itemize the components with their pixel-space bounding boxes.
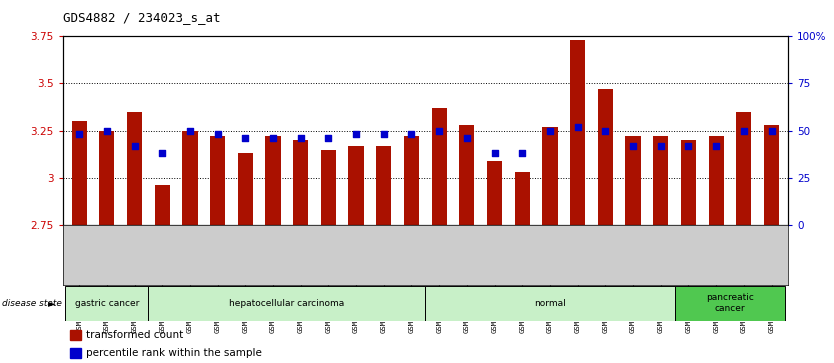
Bar	[238, 153, 253, 225]
Bar	[487, 161, 502, 225]
Point	[100, 128, 113, 134]
Bar	[681, 140, 696, 225]
Text: GDS4882 / 234023_s_at: GDS4882 / 234023_s_at	[63, 11, 220, 24]
Bar	[154, 185, 170, 225]
Point	[681, 143, 695, 149]
Point	[211, 131, 224, 137]
Point	[404, 131, 418, 137]
Bar	[425, 286, 675, 321]
Bar	[70, 348, 81, 358]
Bar	[764, 125, 779, 225]
Bar	[70, 330, 81, 340]
Point	[654, 143, 667, 149]
Point	[349, 131, 363, 137]
Point	[156, 150, 169, 156]
Point	[128, 143, 141, 149]
Point	[266, 135, 279, 141]
Bar	[72, 121, 87, 225]
Point	[294, 135, 308, 141]
Bar	[736, 112, 751, 225]
Point	[626, 143, 640, 149]
Text: normal: normal	[534, 299, 565, 307]
Bar	[148, 286, 425, 321]
Point	[515, 150, 529, 156]
Point	[73, 131, 86, 137]
Bar	[570, 40, 585, 225]
Bar	[653, 136, 668, 225]
Bar	[321, 150, 336, 225]
Bar	[598, 89, 613, 225]
Point	[737, 128, 751, 134]
Point	[183, 128, 197, 134]
Point	[433, 128, 446, 134]
Point	[765, 128, 778, 134]
Point	[239, 135, 252, 141]
Bar	[349, 146, 364, 225]
Text: percentile rank within the sample: percentile rank within the sample	[86, 348, 262, 358]
Bar	[542, 127, 558, 225]
Text: gastric cancer: gastric cancer	[75, 299, 139, 307]
Bar	[404, 136, 420, 225]
Text: ►: ►	[48, 298, 56, 308]
Point	[377, 131, 390, 137]
Bar	[65, 286, 148, 321]
Bar	[460, 125, 475, 225]
Bar	[210, 136, 225, 225]
Point	[488, 150, 501, 156]
Point	[543, 128, 556, 134]
Bar	[709, 136, 724, 225]
Bar	[376, 146, 391, 225]
Point	[322, 135, 335, 141]
Bar	[431, 108, 447, 225]
Bar	[675, 286, 786, 321]
Point	[599, 128, 612, 134]
Bar	[515, 172, 530, 225]
Bar	[127, 112, 142, 225]
Bar	[265, 136, 280, 225]
Text: transformed count: transformed count	[86, 330, 183, 340]
Text: disease state: disease state	[2, 299, 62, 307]
Bar	[293, 140, 309, 225]
Bar	[99, 131, 114, 225]
Point	[571, 124, 585, 130]
Bar	[626, 136, 641, 225]
Bar	[183, 131, 198, 225]
Point	[710, 143, 723, 149]
Text: hepatocellular carcinoma: hepatocellular carcinoma	[229, 299, 344, 307]
Point	[460, 135, 474, 141]
Text: pancreatic
cancer: pancreatic cancer	[706, 293, 754, 313]
